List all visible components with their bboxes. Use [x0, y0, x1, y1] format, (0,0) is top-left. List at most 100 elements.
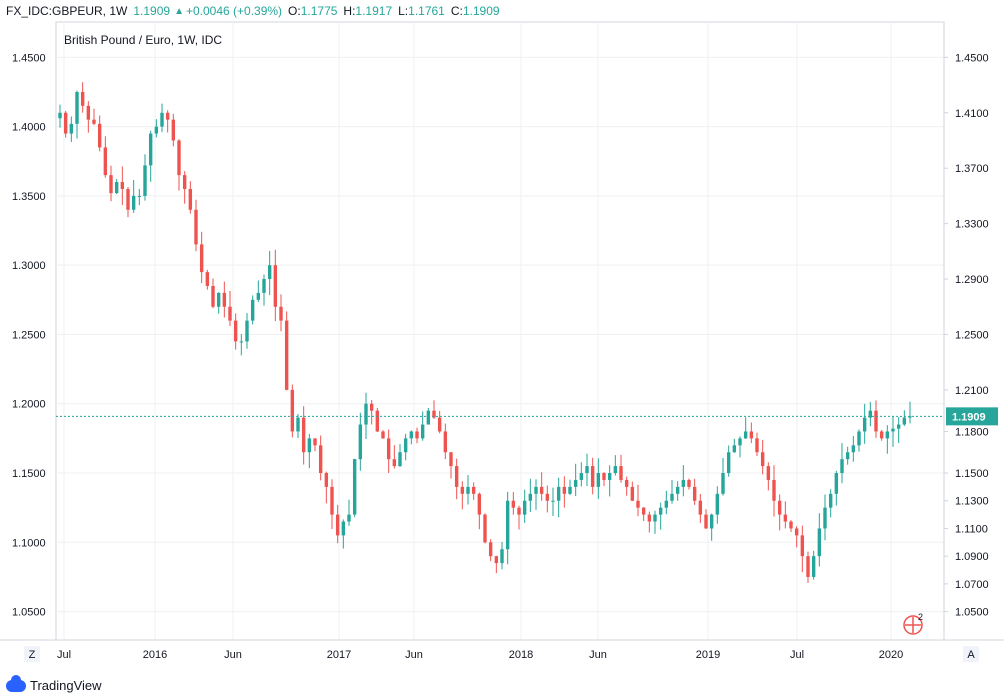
candle-body	[160, 112, 164, 127]
candle-body	[800, 535, 805, 557]
candle-body	[69, 123, 74, 134]
right-tick-label: 1.2900	[955, 274, 989, 286]
left-tick-label: 1.2000	[12, 399, 46, 411]
candle-body	[857, 431, 861, 446]
left-tick-label: 1.3000	[12, 260, 46, 272]
candle-body	[568, 486, 572, 494]
candle-body	[743, 431, 748, 439]
candle-body	[403, 438, 408, 453]
candle-body	[386, 438, 391, 460]
candle-body	[250, 299, 255, 321]
candle-body	[352, 459, 357, 515]
right-price-axis[interactable]: 1.4500 1.4100 1.3700 1.3300 1.2900 1.2500 1.21…	[943, 22, 998, 640]
tradingview-logo[interactable]: TradingView	[6, 674, 102, 693]
candle-body	[369, 403, 374, 411]
candle-body	[216, 292, 221, 307]
time-tick-label: 2020	[879, 649, 903, 661]
candle-body	[840, 459, 844, 474]
candle-body	[245, 320, 249, 342]
time-tick-label: Jun	[405, 649, 423, 661]
candle-body	[58, 112, 62, 119]
candle-body	[63, 112, 68, 134]
flag-badge-count: 2	[918, 612, 923, 622]
candle-body	[726, 452, 731, 474]
time-tick-label: 2016	[143, 649, 167, 661]
candle-body	[500, 549, 504, 564]
candle-body	[194, 209, 198, 245]
candle-body	[364, 403, 368, 425]
auto-scale-button[interactable]	[963, 646, 979, 662]
left-tick-label: 1.1500	[12, 468, 46, 480]
candle-body	[301, 417, 306, 453]
candle-body	[636, 500, 640, 508]
left-price-axis: 1.4500 1.4000 1.3500 1.3000 1.2500 1.2000 1.15…	[12, 52, 46, 618]
candle-body	[443, 431, 448, 453]
candle-body	[851, 445, 856, 453]
candle-body	[551, 500, 555, 502]
candle-body	[556, 486, 561, 501]
chart-title: British Pound / Euro, 1W, IDC	[64, 33, 222, 47]
candle-body	[483, 514, 487, 543]
price-chart[interactable]: 2 1.45001.40001.35001.30001.25001.20001.…	[0, 0, 1004, 674]
candle-body	[517, 507, 521, 515]
candle-body	[619, 466, 623, 480]
candle-body	[471, 486, 476, 494]
candle-body	[675, 486, 680, 494]
z-button[interactable]	[24, 646, 40, 662]
candle-body	[823, 507, 827, 529]
up-arrow-icon: ▲	[174, 5, 184, 17]
candle-body	[766, 466, 771, 480]
candle-body	[505, 500, 510, 550]
candle-body	[137, 195, 142, 197]
right-tick-label: 1.1300	[955, 496, 989, 508]
candle-body	[165, 112, 170, 120]
right-tick-label: 1.0500	[955, 607, 989, 619]
candle-body	[630, 486, 635, 501]
candle-body	[307, 438, 312, 453]
candle-body	[171, 119, 176, 141]
time-tick-label: Jul	[57, 649, 71, 661]
time-tick-label: 2019	[696, 649, 720, 661]
plot-frame	[55, 21, 945, 641]
candle-body	[432, 410, 436, 418]
candle-body	[868, 410, 873, 418]
candle-body	[437, 417, 442, 432]
tradingview-cloud-icon	[6, 674, 26, 692]
time-tick-label: 2017	[327, 649, 351, 661]
candle-body	[528, 493, 533, 501]
symbol-label[interactable]: FX_IDC:GBPEUR, 1W	[6, 4, 128, 18]
z-button-label: Z	[29, 649, 36, 661]
grid	[55, 21, 945, 641]
right-tick-label: 1.2100	[955, 385, 989, 397]
candle-body	[834, 473, 839, 494]
candle-body	[131, 195, 136, 210]
candle-body	[177, 140, 181, 176]
candle-body	[477, 493, 482, 515]
left-tick-label: 1.3500	[12, 191, 46, 203]
time-axis[interactable]: Jul 2016 Jun 2017 Jun 2018 Jun 2019 Jul 2020 Z A	[0, 639, 1004, 662]
candle-body	[709, 514, 714, 529]
candle-body	[624, 479, 629, 487]
candle-body	[103, 147, 108, 176]
right-tick-label: 1.3300	[955, 219, 989, 231]
candle-body	[143, 165, 147, 196]
right-tick-label: 1.2500	[955, 329, 989, 341]
candle-body	[664, 500, 669, 508]
candle-body	[681, 479, 686, 487]
candle-body	[211, 285, 215, 307]
candle-body	[874, 410, 878, 432]
candle-body	[279, 306, 283, 321]
candle-body	[692, 486, 697, 501]
candle-body	[398, 452, 402, 467]
candle-body	[182, 175, 187, 189]
left-tick-label: 1.1000	[12, 537, 46, 549]
candle-body	[862, 417, 867, 432]
candle-body	[466, 486, 470, 494]
candle-body	[75, 91, 79, 124]
candle-body	[415, 431, 419, 439]
time-tick-label: Jul	[790, 649, 804, 661]
left-tick-label: 1.4500	[12, 52, 46, 64]
candle-body	[794, 528, 799, 536]
candle-body	[789, 521, 793, 529]
candle-body	[732, 445, 737, 453]
